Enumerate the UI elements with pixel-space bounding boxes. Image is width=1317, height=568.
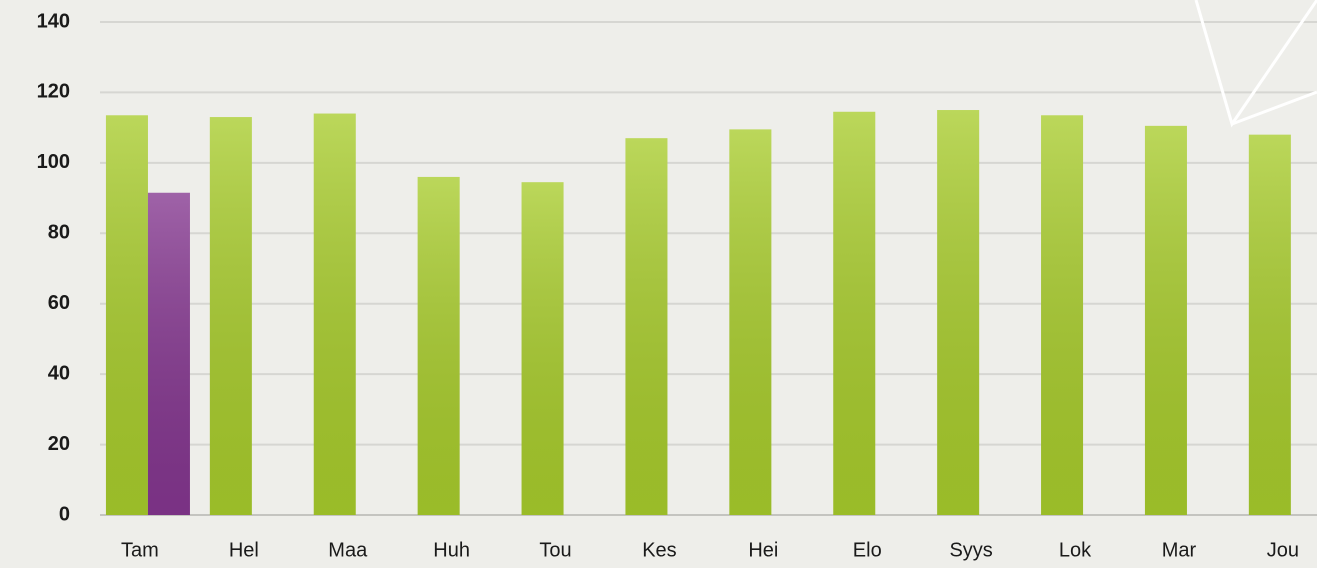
bar-shade: [1144, 125, 1187, 515]
y-tick-label: 120: [37, 81, 70, 103]
bar-shade: [105, 115, 148, 515]
grid: 0 20 40 60 80 100 120 140 Tam Hel Maa Huh Tou Kes Hei E…: [37, 10, 1317, 561]
bar-shade: [209, 117, 252, 515]
bar-shade: [1041, 115, 1084, 515]
bar-shade: [313, 113, 356, 516]
bar-shade: [729, 129, 772, 515]
y-tick-label: 40: [48, 362, 70, 384]
y-tick-label: 80: [48, 222, 70, 244]
x-tick-label: Maa: [328, 539, 368, 561]
y-tick-label: 20: [48, 433, 70, 455]
x-tick-label: Tam: [121, 539, 159, 561]
x-tick-label: Elo: [853, 539, 882, 561]
y-tick-label: 60: [48, 292, 70, 314]
y-tick-label: 100: [37, 151, 70, 173]
y-tick-label: 0: [59, 503, 70, 525]
bar-shade: [417, 176, 460, 515]
bar-shade: [937, 110, 980, 516]
x-tick-label: Jou: [1267, 539, 1299, 561]
bar-shade: [833, 111, 876, 516]
x-tick-label: Mar: [1162, 539, 1197, 561]
x-tick-label: Syys: [949, 539, 992, 561]
bar-shade: [147, 192, 190, 515]
x-tick-label: Huh: [433, 539, 470, 561]
y-tick-label: 140: [37, 10, 70, 32]
decoration: [1231, 90, 1317, 126]
bar-shade: [521, 182, 564, 515]
x-tick-label: Lok: [1059, 539, 1092, 561]
x-tick-label: Hel: [229, 539, 259, 561]
x-tick-label: Tou: [539, 539, 571, 561]
x-tick-label: Hei: [748, 539, 778, 561]
x-tick-label: Kes: [642, 539, 676, 561]
bar-shade: [625, 138, 668, 515]
bar-shade: [1248, 134, 1291, 515]
bars: [105, 110, 1291, 516]
